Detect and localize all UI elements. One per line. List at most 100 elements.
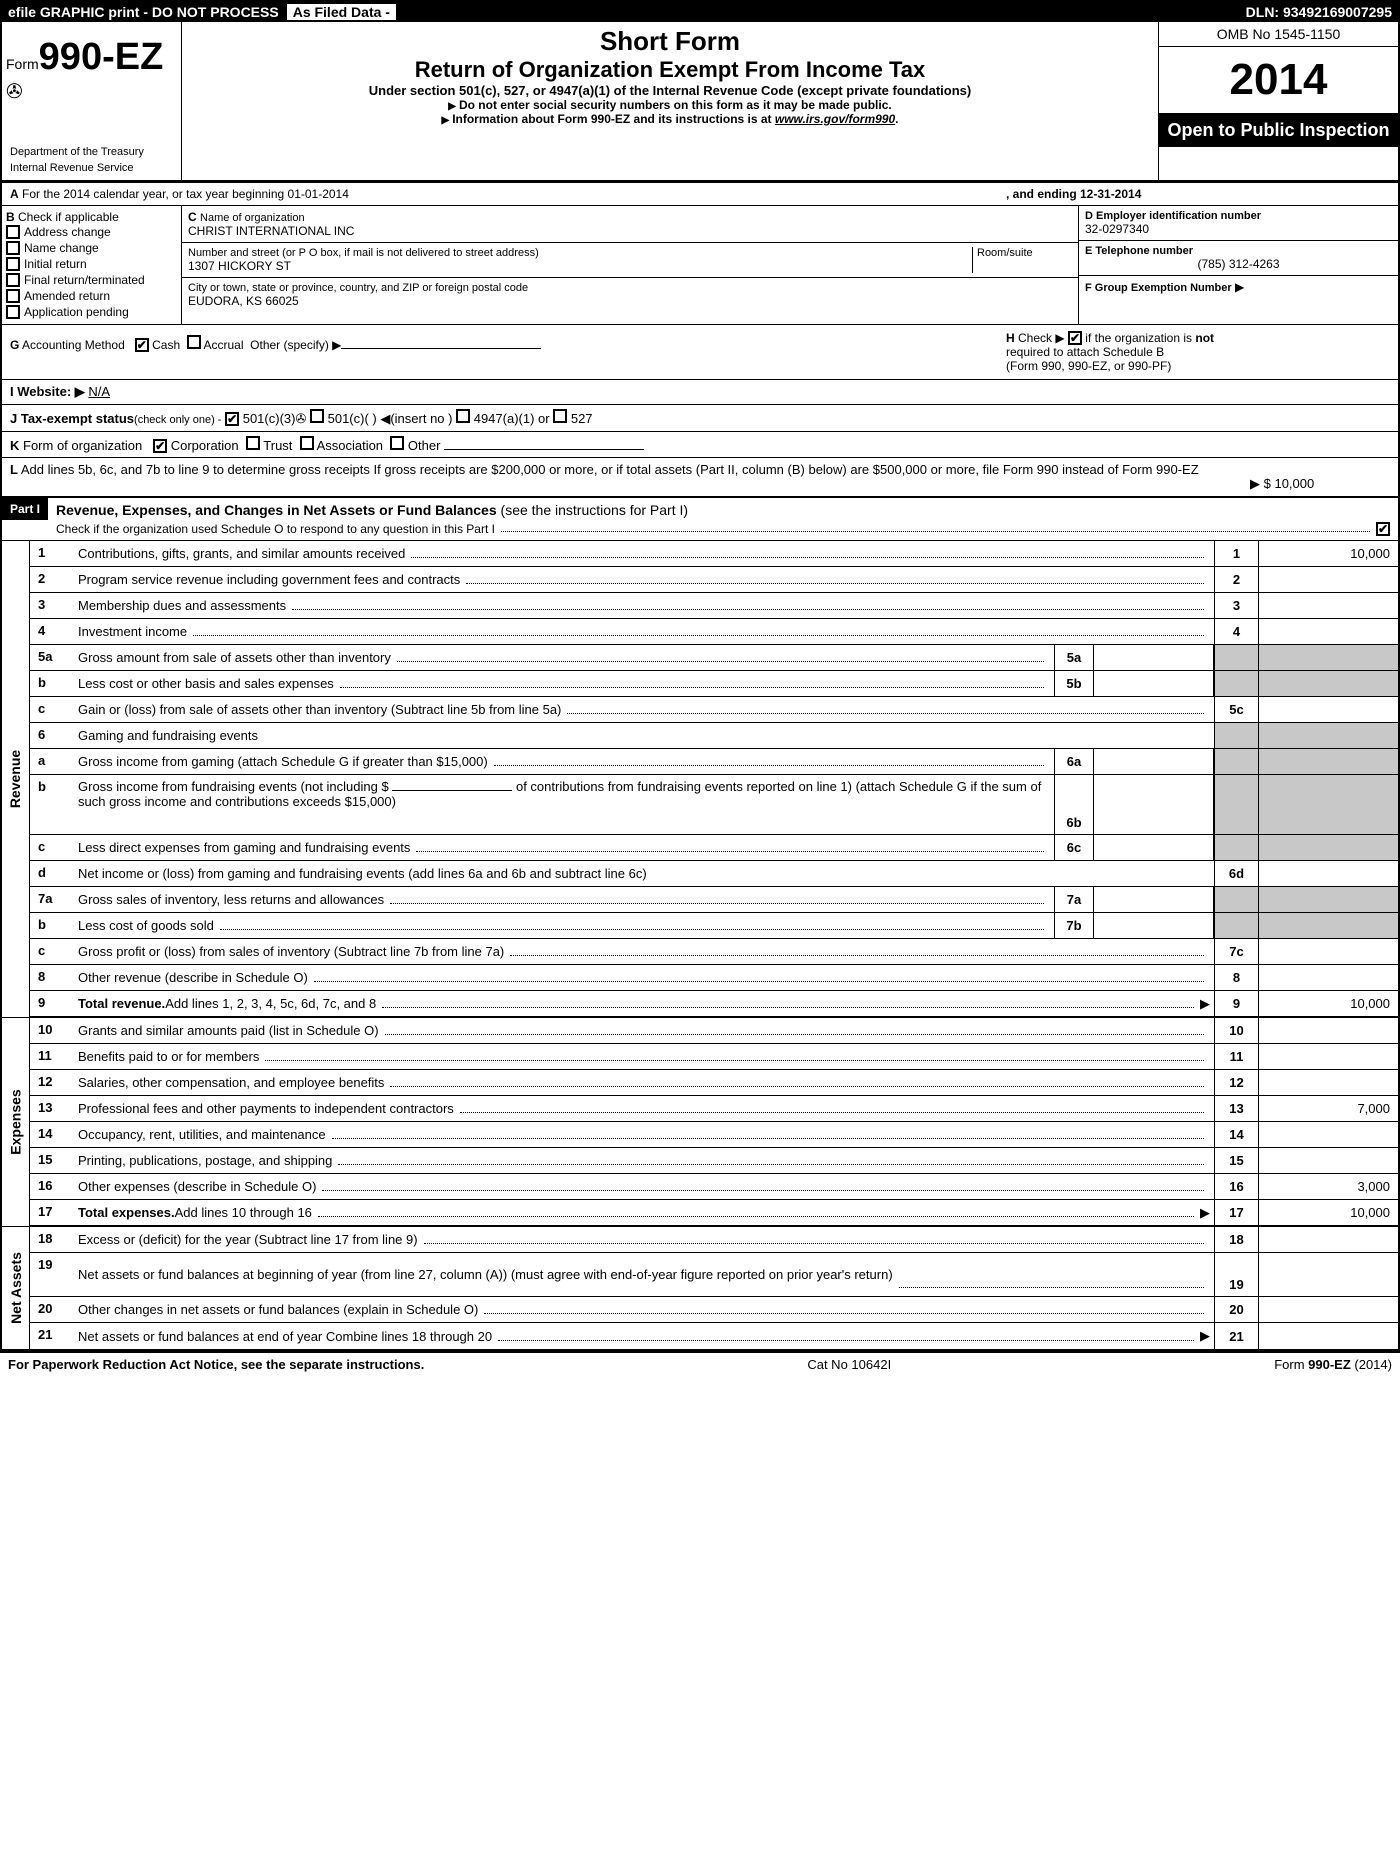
org-name-label: Name of organization xyxy=(200,212,305,224)
check-only-one: (check only one) - xyxy=(134,414,221,426)
phone-value: (785) 312-4263 xyxy=(1085,257,1392,271)
h-text2: if the organization is xyxy=(1085,331,1192,345)
box-num: 20 xyxy=(1214,1297,1258,1322)
line-desc: Net income or (loss) from gaming and fun… xyxy=(78,866,647,881)
checkbox-501c[interactable] xyxy=(310,409,324,423)
label-4947: 4947(a)(1) or xyxy=(474,411,550,426)
shaded-box xyxy=(1214,775,1258,834)
box-val xyxy=(1258,593,1398,618)
h-not: not xyxy=(1195,331,1214,345)
website-label: I Website: ▶ xyxy=(10,384,85,399)
box-num: 16 xyxy=(1214,1174,1258,1199)
paperwork-notice: For Paperwork Reduction Act Notice, see … xyxy=(8,1357,424,1372)
checkbox-amended[interactable] xyxy=(6,289,20,303)
revenue-side-label: Revenue xyxy=(8,750,24,808)
header-row: Form990-EZ ✇ Department of the Treasury … xyxy=(2,22,1398,182)
box-num: 9 xyxy=(1214,991,1258,1016)
checkbox-schedule-o[interactable] xyxy=(1376,522,1390,536)
checkbox-schedule-b[interactable] xyxy=(1068,331,1082,345)
checkbox-name-change[interactable] xyxy=(6,241,20,255)
shaded-box xyxy=(1258,749,1398,774)
box-num: 15 xyxy=(1214,1148,1258,1173)
box-val xyxy=(1258,619,1398,644)
org-city: EUDORA, KS 66025 xyxy=(188,294,1072,308)
label-501c3: 501(c)(3) xyxy=(243,411,296,426)
main-title: Return of Organization Exempt From Incom… xyxy=(186,57,1154,83)
box-num: 7c xyxy=(1214,939,1258,964)
checkbox-501c3[interactable] xyxy=(225,412,239,426)
checkbox-pending[interactable] xyxy=(6,305,20,319)
checkbox-final-return[interactable] xyxy=(6,273,20,287)
box-val: 10,000 xyxy=(1258,1200,1398,1225)
checkbox-4947[interactable] xyxy=(456,409,470,423)
line-desc: Net assets or fund balances at end of ye… xyxy=(78,1329,492,1344)
line-num: 10 xyxy=(30,1018,74,1043)
box-num: 1 xyxy=(1214,541,1258,566)
line-desc: Less cost of goods sold xyxy=(78,918,214,933)
irs-link[interactable]: www.irs.gov/form990 xyxy=(775,112,895,126)
org-info-section: B Check if applicable Address change Nam… xyxy=(2,206,1398,325)
checkbox-initial-return[interactable] xyxy=(6,257,20,271)
line-num: 9 xyxy=(30,991,74,1016)
shaded-box xyxy=(1214,723,1258,748)
line-desc: Total expenses. xyxy=(78,1205,175,1220)
line-desc: Gross income from fundraising events (no… xyxy=(78,779,389,794)
box-val xyxy=(1258,1148,1398,1173)
shaded-box xyxy=(1214,645,1258,670)
line-num: c xyxy=(30,697,74,722)
check-applicable: Check if applicable xyxy=(18,210,119,224)
checkbox-association[interactable] xyxy=(300,436,314,450)
checkbox-527[interactable] xyxy=(553,409,567,423)
shaded-box xyxy=(1258,887,1398,912)
box-num: 19 xyxy=(1214,1253,1258,1296)
box-num: 5c xyxy=(1214,697,1258,722)
line-num: 11 xyxy=(30,1044,74,1069)
checkbox-address-change[interactable] xyxy=(6,225,20,239)
label-final-return: Final return/terminated xyxy=(24,273,145,287)
line-desc: Less cost or other basis and sales expen… xyxy=(78,676,334,691)
box-num: 18 xyxy=(1214,1227,1258,1252)
expenses-side-label: Expenses xyxy=(8,1089,24,1154)
part-1-note: (see the instructions for Part I) xyxy=(501,502,689,518)
line-num: 3 xyxy=(30,593,74,618)
checkbox-accrual[interactable] xyxy=(187,335,201,349)
checkbox-corporation[interactable] xyxy=(153,439,167,453)
box-num: 6d xyxy=(1214,861,1258,886)
open-public-label: Open to Public Inspection xyxy=(1159,114,1398,147)
checkbox-other-org[interactable] xyxy=(390,436,404,450)
footer-form-num: 990-EZ xyxy=(1308,1357,1351,1372)
checkbox-trust[interactable] xyxy=(246,436,260,450)
line-num: 16 xyxy=(30,1174,74,1199)
form-word: Form xyxy=(6,56,39,72)
line-desc: Other revenue (describe in Schedule O) xyxy=(78,970,308,985)
footer-form-year: (2014) xyxy=(1351,1357,1392,1372)
line-num: 14 xyxy=(30,1122,74,1147)
box-val xyxy=(1258,1044,1398,1069)
line-num: 8 xyxy=(30,965,74,990)
sub-box-num: 5a xyxy=(1054,645,1094,670)
box-val xyxy=(1258,1297,1398,1322)
line-num: b xyxy=(30,913,74,938)
checkbox-cash[interactable] xyxy=(135,338,149,352)
arrow-icon: ▶ xyxy=(1235,280,1244,294)
footer: For Paperwork Reduction Act Notice, see … xyxy=(0,1353,1400,1376)
sub-box-val xyxy=(1094,913,1214,938)
city-label: City or town, state or province, country… xyxy=(188,282,1072,294)
shaded-box xyxy=(1214,835,1258,860)
sub-box-val xyxy=(1094,645,1214,670)
net-assets-section: Net Assets 18Excess or (deficit) for the… xyxy=(2,1226,1398,1351)
line-desc: Other expenses (describe in Schedule O) xyxy=(78,1179,316,1194)
label-address-change: Address change xyxy=(24,225,111,239)
line-num: 18 xyxy=(30,1227,74,1252)
sub-box-num: 6a xyxy=(1054,749,1094,774)
schedule-o-check-text: Check if the organization used Schedule … xyxy=(56,522,495,536)
line-desc: Gross profit or (loss) from sales of inv… xyxy=(78,944,504,959)
box-num: 12 xyxy=(1214,1070,1258,1095)
section-k-label: K xyxy=(10,438,19,453)
label-501c: 501(c)( ) ◀(insert no ) xyxy=(328,411,453,426)
line-desc: Excess or (deficit) for the year (Subtra… xyxy=(78,1232,418,1247)
line-num: c xyxy=(30,939,74,964)
line-num: 19 xyxy=(30,1253,74,1296)
section-l-label: L xyxy=(10,462,18,477)
dept-treasury: Department of the Treasury xyxy=(6,144,177,160)
